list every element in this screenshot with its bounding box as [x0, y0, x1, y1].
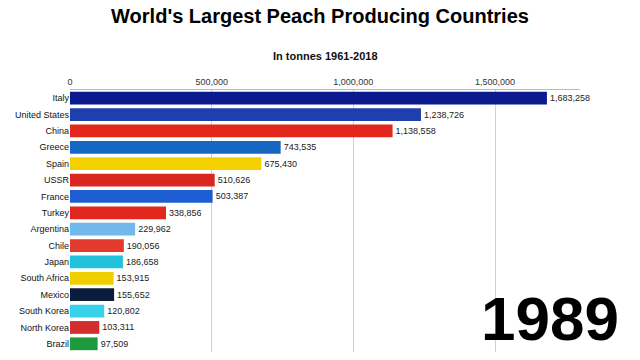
- svg-text:Brazil: Brazil: [46, 339, 69, 349]
- svg-text:United States: United States: [15, 110, 70, 120]
- svg-text:510,626: 510,626: [218, 175, 251, 185]
- svg-text:France: France: [41, 192, 69, 202]
- svg-text:South Korea: South Korea: [19, 306, 69, 316]
- svg-text:743,535: 743,535: [284, 142, 317, 152]
- svg-text:1,000,000: 1,000,000: [333, 77, 373, 87]
- svg-text:229,962: 229,962: [138, 224, 171, 234]
- svg-text:Mexico: Mexico: [40, 290, 69, 300]
- svg-text:1,500,000: 1,500,000: [475, 77, 515, 87]
- svg-text:In tonnes 1961-2018: In tonnes 1961-2018: [273, 50, 378, 62]
- svg-text:1,683,258: 1,683,258: [550, 93, 590, 103]
- svg-text:500,000: 500,000: [195, 77, 228, 87]
- svg-text:Japan: Japan: [44, 257, 69, 267]
- svg-text:North Korea: North Korea: [20, 323, 69, 333]
- svg-text:Argentina: Argentina: [30, 224, 69, 234]
- svg-text:97,509: 97,509: [101, 339, 129, 349]
- svg-text:186,658: 186,658: [126, 257, 159, 267]
- svg-text:103,311: 103,311: [102, 322, 134, 332]
- svg-text:Greece: Greece: [39, 142, 69, 152]
- svg-text:South Africa: South Africa: [20, 273, 69, 283]
- svg-text:1,138,558: 1,138,558: [396, 126, 436, 136]
- svg-text:153,915: 153,915: [117, 273, 150, 283]
- svg-text:503,387: 503,387: [216, 191, 249, 201]
- svg-text:China: China: [45, 126, 69, 136]
- svg-text:675,430: 675,430: [264, 159, 297, 169]
- svg-text:1989: 1989: [481, 284, 619, 353]
- svg-text:Italy: Italy: [52, 93, 69, 103]
- svg-text:0: 0: [67, 77, 72, 87]
- svg-text:1,238,726: 1,238,726: [424, 110, 464, 120]
- svg-text:338,856: 338,856: [169, 208, 202, 218]
- svg-text:190,056: 190,056: [127, 241, 160, 251]
- svg-text:World's Largest Peach Producin: World's Largest Peach Producing Countrie…: [111, 5, 529, 27]
- svg-text:120,802: 120,802: [107, 306, 140, 316]
- svg-text:USSR: USSR: [44, 175, 70, 185]
- svg-text:155,652: 155,652: [117, 290, 150, 300]
- svg-text:Spain: Spain: [46, 159, 69, 169]
- svg-text:Turkey: Turkey: [42, 208, 70, 218]
- svg-text:Chile: Chile: [48, 241, 69, 251]
